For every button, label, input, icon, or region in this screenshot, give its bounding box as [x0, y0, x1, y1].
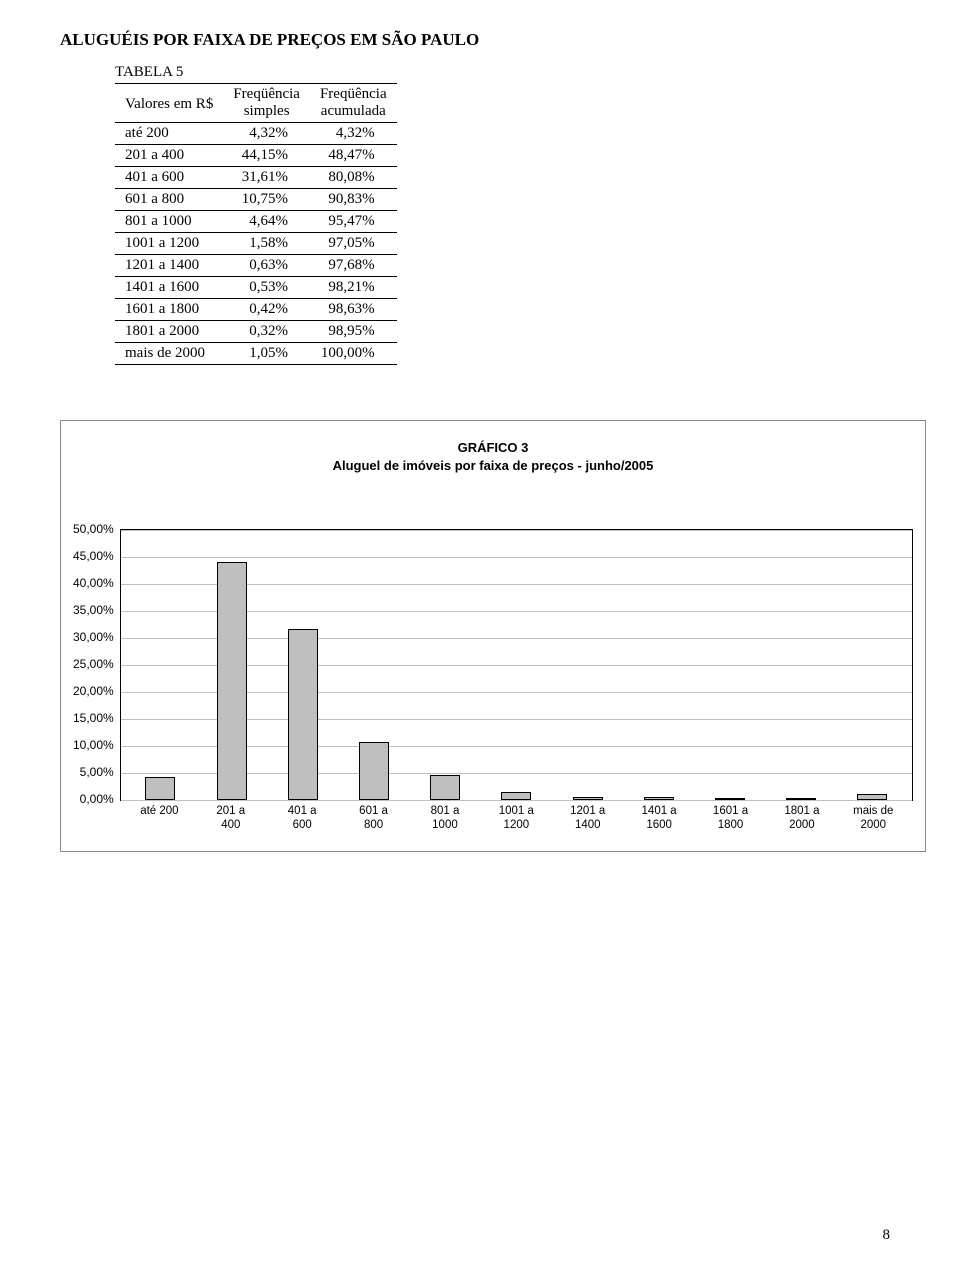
bar [573, 797, 603, 800]
bar [857, 794, 887, 800]
table-row: 201 a 40044,15%48,47% [115, 145, 397, 167]
bar-slot [766, 530, 837, 800]
bar-slot [623, 530, 694, 800]
page-number: 8 [883, 1227, 891, 1244]
table-row: 801 a 10004,64%95,47% [115, 211, 397, 233]
chart-title: GRÁFICO 3 Aluguel de imóveis por faixa d… [73, 439, 913, 474]
bar-slot [481, 530, 552, 800]
row-freq-cumulative: 80,08% [310, 167, 397, 189]
bar-slot [125, 530, 196, 800]
bar [145, 777, 175, 800]
bar-slot [196, 530, 267, 800]
col-header-freq-cum-top: Freqüência [310, 84, 397, 104]
row-freq-cumulative: 97,68% [310, 255, 397, 277]
plot-area [120, 529, 913, 801]
row-freq-cumulative: 100,00% [310, 343, 397, 365]
row-freq-cumulative: 48,47% [310, 145, 397, 167]
bar [359, 742, 389, 800]
bar [786, 798, 816, 800]
x-tick-label: 1801 a2000 [766, 805, 837, 833]
bar-slot [552, 530, 623, 800]
bar [217, 562, 247, 800]
table-row: 1401 a 16000,53%98,21% [115, 277, 397, 299]
col-header-freq-cum-bot: acumulada [310, 103, 397, 123]
row-freq-cumulative: 98,95% [310, 321, 397, 343]
row-freq-simple: 10,75% [223, 189, 310, 211]
row-freq-cumulative: 4,32% [310, 123, 397, 145]
x-tick-label: até 200 [124, 805, 195, 833]
x-tick-label: 201 a400 [195, 805, 266, 833]
table-row: 1201 a 14000,63%97,68% [115, 255, 397, 277]
col-header-freq-simple-top: Freqüência [223, 84, 310, 104]
x-tick-label: 1401 a1600 [623, 805, 694, 833]
bar-slot [410, 530, 481, 800]
table-row: 601 a 80010,75%90,83% [115, 189, 397, 211]
bar-slot [338, 530, 409, 800]
chart-title-line2: Aluguel de imóveis por faixa de preços -… [333, 458, 654, 473]
x-axis: até 200201 a400401 a600601 a800801 a1000… [120, 801, 913, 833]
x-tick-label: 801 a1000 [409, 805, 480, 833]
table-row: mais de 20001,05%100,00% [115, 343, 397, 365]
row-freq-simple: 1,58% [223, 233, 310, 255]
row-freq-simple: 0,32% [223, 321, 310, 343]
row-freq-simple: 44,15% [223, 145, 310, 167]
bar [715, 798, 745, 800]
row-label: 601 a 800 [115, 189, 223, 211]
bar [501, 792, 531, 801]
row-label: 1601 a 1800 [115, 299, 223, 321]
row-label: 1201 a 1400 [115, 255, 223, 277]
row-label: 401 a 600 [115, 167, 223, 189]
row-label: mais de 2000 [115, 343, 223, 365]
x-tick-label: 401 a600 [266, 805, 337, 833]
row-label: até 200 [115, 123, 223, 145]
table-row: até 2004,32%4,32% [115, 123, 397, 145]
chart-container: GRÁFICO 3 Aluguel de imóveis por faixa d… [60, 420, 926, 852]
x-tick-label: mais de2000 [838, 805, 909, 833]
bar-slot [694, 530, 765, 800]
bar [288, 629, 318, 800]
row-label: 1001 a 1200 [115, 233, 223, 255]
bar [644, 797, 674, 800]
page-title: ALUGUÉIS POR FAIXA DE PREÇOS EM SÃO PAUL… [60, 30, 900, 50]
row-freq-cumulative: 90,83% [310, 189, 397, 211]
row-freq-simple: 1,05% [223, 343, 310, 365]
col-header-freq-simple-bot: simples [223, 103, 310, 123]
frequency-table: Valores em R$ Freqüência Freqüência simp… [115, 83, 397, 365]
table-caption: TABELA 5 [115, 64, 900, 81]
chart-title-line1: GRÁFICO 3 [458, 440, 529, 455]
row-label: 201 a 400 [115, 145, 223, 167]
gridline [121, 800, 912, 801]
row-freq-cumulative: 98,21% [310, 277, 397, 299]
row-freq-simple: 0,53% [223, 277, 310, 299]
row-freq-cumulative: 97,05% [310, 233, 397, 255]
row-freq-simple: 4,32% [223, 123, 310, 145]
row-freq-cumulative: 95,47% [310, 211, 397, 233]
row-freq-simple: 0,63% [223, 255, 310, 277]
row-freq-simple: 0,42% [223, 299, 310, 321]
x-tick-label: 1201 a1400 [552, 805, 623, 833]
table-row: 1601 a 18000,42%98,63% [115, 299, 397, 321]
table-row: 1001 a 12001,58%97,05% [115, 233, 397, 255]
bar-slot [267, 530, 338, 800]
row-freq-simple: 4,64% [223, 211, 310, 233]
x-tick-label: 601 a800 [338, 805, 409, 833]
x-tick-label: 1601 a1800 [695, 805, 766, 833]
row-freq-cumulative: 98,63% [310, 299, 397, 321]
y-axis: 50,00%45,00%40,00%35,00%30,00%25,00%20,0… [73, 529, 120, 799]
table-row: 401 a 60031,61%80,08% [115, 167, 397, 189]
col-header-values: Valores em R$ [115, 84, 223, 123]
bar [430, 775, 460, 800]
row-label: 801 a 1000 [115, 211, 223, 233]
x-tick-label: 1001 a1200 [481, 805, 552, 833]
table-row: 1801 a 20000,32%98,95% [115, 321, 397, 343]
row-label: 1801 a 2000 [115, 321, 223, 343]
bar-slot [837, 530, 908, 800]
row-label: 1401 a 1600 [115, 277, 223, 299]
row-freq-simple: 31,61% [223, 167, 310, 189]
